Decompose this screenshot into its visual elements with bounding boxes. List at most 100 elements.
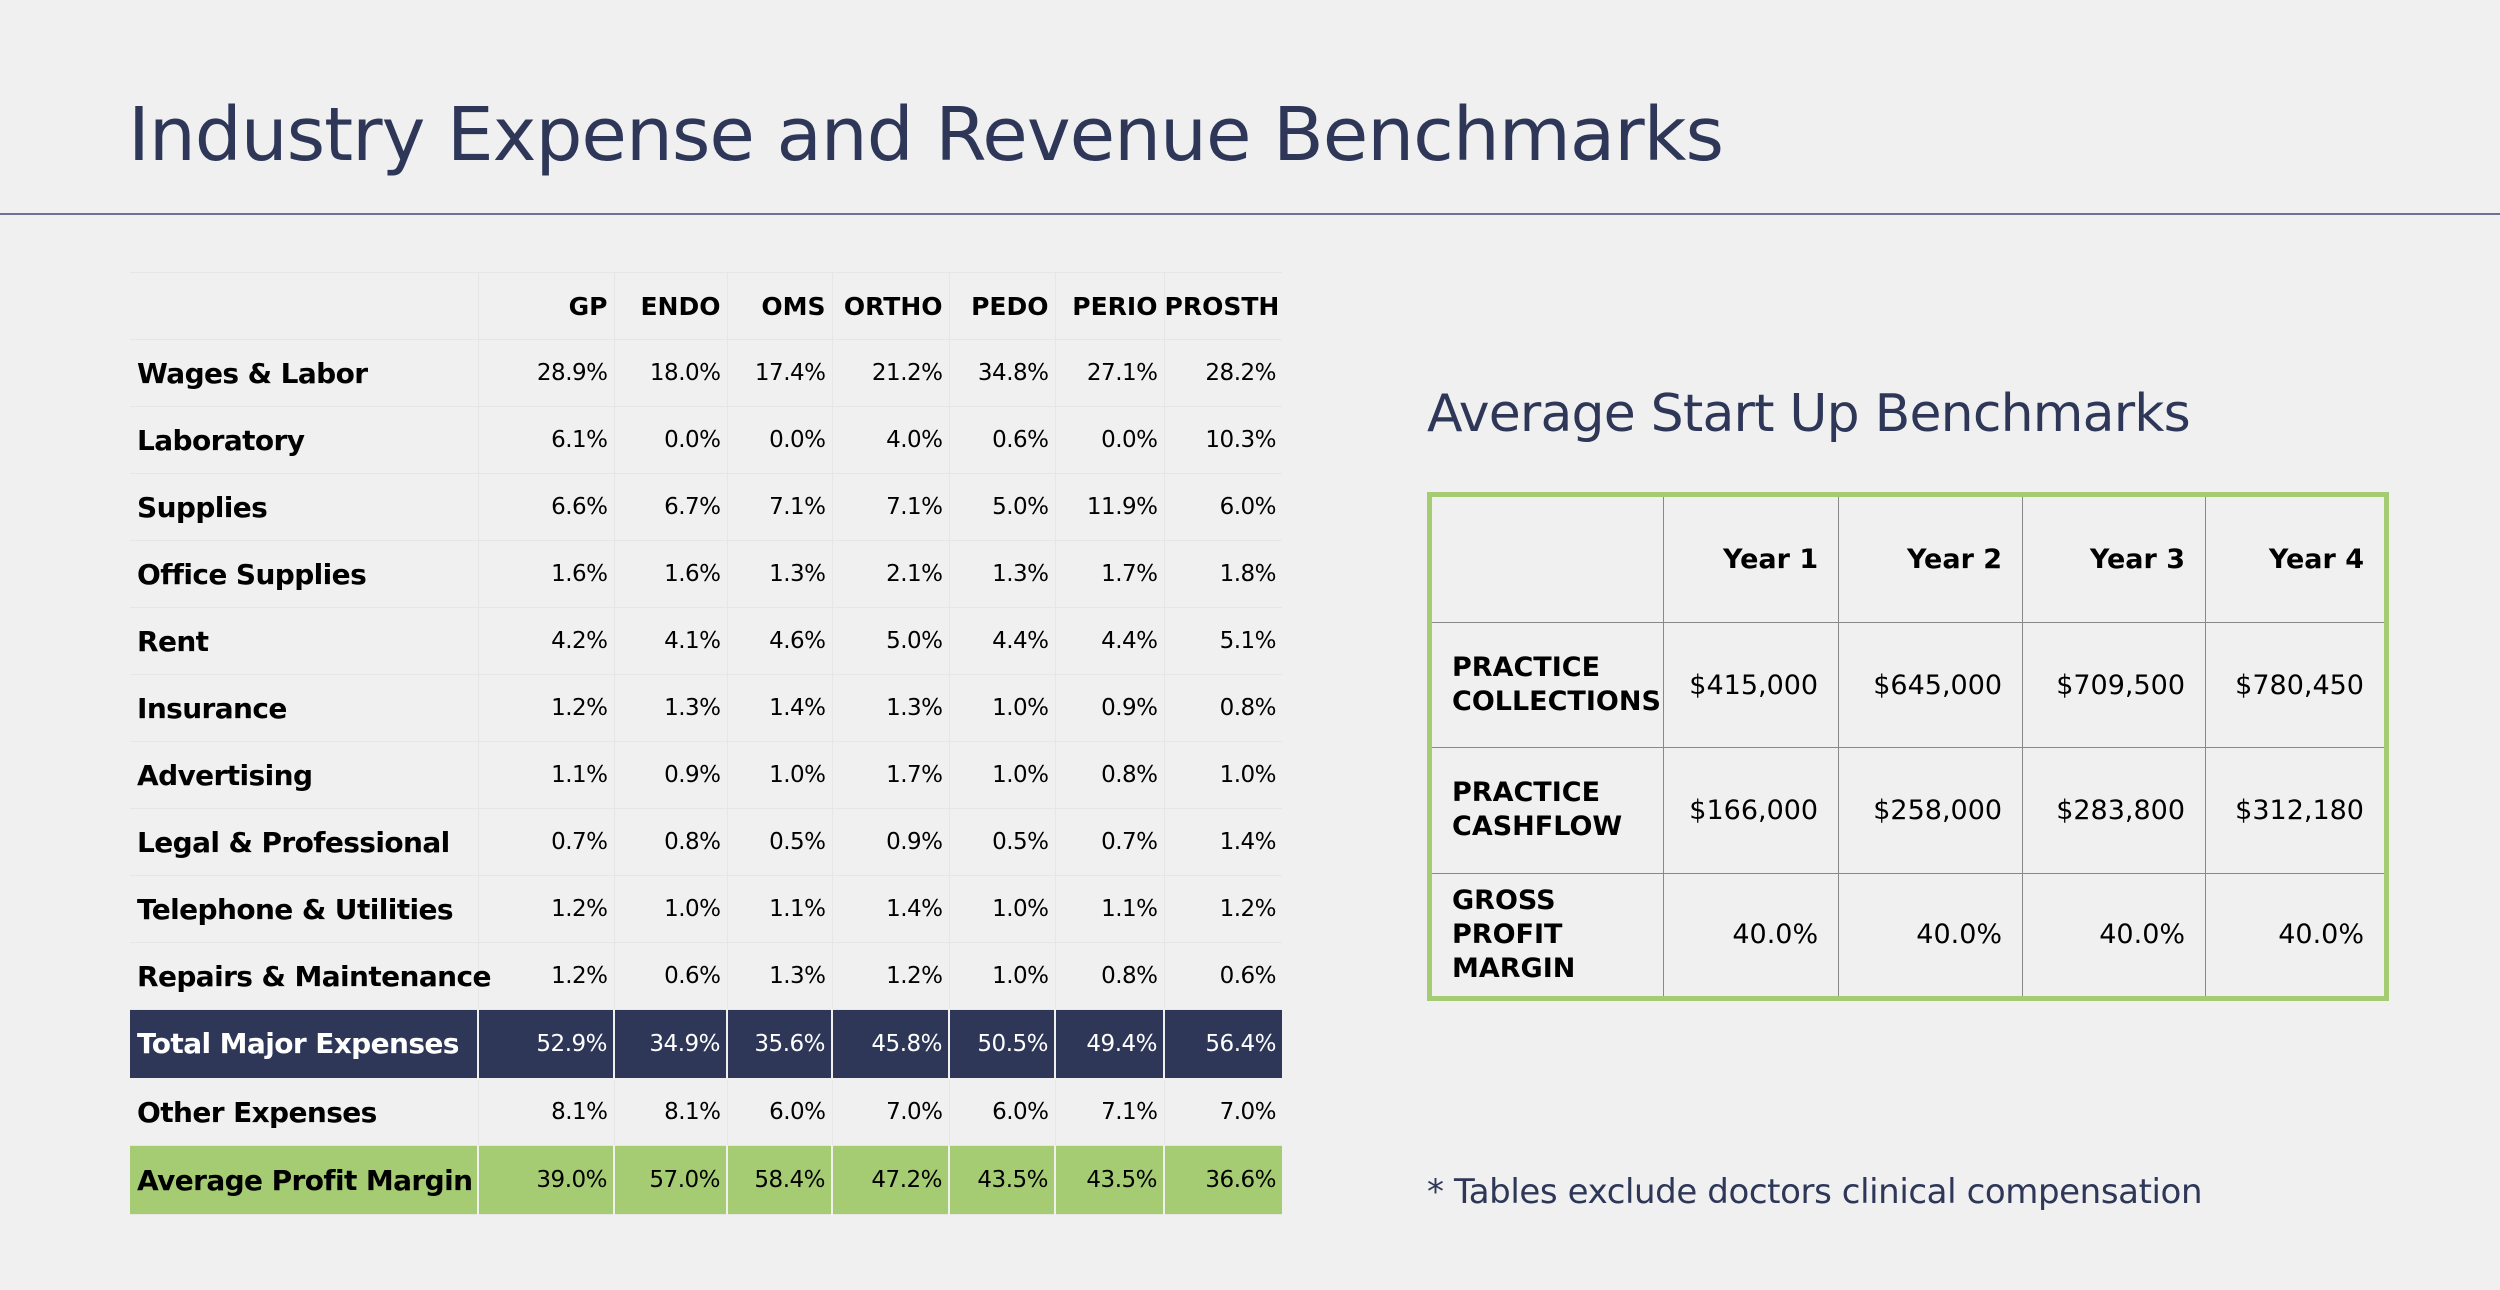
row-label: Rent <box>130 607 479 675</box>
table-cell: 43.5% <box>949 1145 1056 1215</box>
table-cell: 6.1% <box>478 406 615 474</box>
table-cell: 0.6% <box>1164 942 1282 1010</box>
row-label: Wages & Labor <box>130 339 479 407</box>
startup-benchmark-table: Year 1 Year 2 Year 3 Year 4 PRACTICE COLL… <box>1427 492 2389 1001</box>
year-header: Year 2 <box>1838 494 2024 623</box>
table-cell: 0.7% <box>1055 808 1165 876</box>
table-header-row: GP ENDO OMS ORTHO PEDO PERIO PROSTH <box>130 272 1282 340</box>
table-cell: 49.4% <box>1055 1009 1165 1080</box>
table-cell: 40.0% <box>2205 872 2387 1000</box>
table-cell: 10.3% <box>1164 406 1282 474</box>
table-cell: 4.0% <box>832 406 950 474</box>
expense-row: Legal & Professional 0.7% 0.8% 0.5% 0.9% 0.5%… <box>130 808 1282 876</box>
row-label: GROSS PROFIT MARGIN <box>1428 872 1665 1000</box>
footnote: * Tables exclude doctors clinical compen… <box>1427 1172 2203 1212</box>
table-cell: 1.3% <box>727 942 833 1010</box>
row-label-line: COLLECTIONS <box>1452 686 1661 718</box>
table-cell: 1.1% <box>478 741 615 809</box>
table-cell: 7.0% <box>832 1078 950 1146</box>
expense-row: Laboratory 6.1% 0.0% 0.0% 4.0% 0.6% 0.0% 10.3% <box>130 406 1282 474</box>
table-cell: 1.7% <box>1055 540 1165 608</box>
startup-benchmarks-title: Average Start Up Benchmarks <box>1427 384 2191 444</box>
table-cell: 1.6% <box>614 540 728 608</box>
year-header: Year 4 <box>2205 494 2387 623</box>
table-cell: 4.4% <box>1055 607 1165 675</box>
other-expenses-row: Other Expenses 8.1% 8.1% 6.0% 7.0% 6.0% … <box>130 1078 1282 1146</box>
header-corner <box>1428 494 1665 623</box>
table-cell: $312,180 <box>2205 747 2387 874</box>
table-cell: 1.0% <box>1164 741 1282 809</box>
table-cell: 1.6% <box>478 540 615 608</box>
column-header: OMS <box>727 272 833 340</box>
table-cell: 39.0% <box>478 1145 615 1215</box>
table-cell: 40.0% <box>1663 872 1840 1000</box>
table-cell: 1.0% <box>949 875 1056 943</box>
column-header: GP <box>478 272 615 340</box>
table-cell: 6.7% <box>614 473 728 541</box>
expense-row: Office Supplies 1.6% 1.6% 1.3% 2.1% 1.3% 1.7% 1… <box>130 540 1282 608</box>
table-cell: 17.4% <box>727 339 833 407</box>
table-cell: 1.8% <box>1164 540 1282 608</box>
expense-row: Insurance 1.2% 1.3% 1.4% 1.3% 1.0% 0.9% 0.8% <box>130 674 1282 742</box>
table-cell: 4.1% <box>614 607 728 675</box>
table-cell: 47.2% <box>832 1145 950 1215</box>
row-label-line: GROSS PROFIT <box>1452 884 1563 950</box>
table-cell: 40.0% <box>1838 872 2024 1000</box>
table-cell: 58.4% <box>727 1145 833 1215</box>
table-cell: 1.2% <box>478 942 615 1010</box>
column-header: ORTHO <box>832 272 950 340</box>
column-header: PEDO <box>949 272 1056 340</box>
row-label-line: MARGIN <box>1452 952 1576 984</box>
table-cell: 57.0% <box>614 1145 728 1215</box>
table-cell: 1.2% <box>478 674 615 742</box>
table-cell: 36.6% <box>1164 1145 1282 1215</box>
row-label: Office Supplies <box>130 540 479 608</box>
table-cell: 35.6% <box>727 1009 833 1080</box>
table-cell: 0.9% <box>614 741 728 809</box>
practice-cashflow-row: PRACTICE CASHFLOW $166,000 $258,000 $283,… <box>1428 747 2387 874</box>
average-profit-margin-row: Average Profit Margin 39.0% 57.0% 58.4% … <box>130 1145 1282 1215</box>
table-cell: 34.9% <box>614 1009 728 1080</box>
year-header: Year 3 <box>2022 494 2207 623</box>
row-label: Laboratory <box>130 406 479 474</box>
table-cell: 0.9% <box>1055 674 1165 742</box>
table-cell: 6.6% <box>478 473 615 541</box>
table-cell: 21.2% <box>832 339 950 407</box>
table-cell: 7.1% <box>1055 1078 1165 1146</box>
table-cell: $645,000 <box>1838 621 2024 749</box>
table-cell: 1.3% <box>614 674 728 742</box>
table-cell: 4.6% <box>727 607 833 675</box>
table-cell: 4.4% <box>949 607 1056 675</box>
table-cell: 0.7% <box>478 808 615 876</box>
table-cell: $258,000 <box>1838 747 2024 874</box>
table-cell: 1.0% <box>727 741 833 809</box>
row-label: Average Profit Margin <box>130 1145 479 1215</box>
row-label-line: PRACTICE <box>1452 652 1601 684</box>
table-cell: 52.9% <box>478 1009 615 1080</box>
table-cell: 0.8% <box>1164 674 1282 742</box>
table-cell: 5.1% <box>1164 607 1282 675</box>
table-cell: 1.1% <box>1055 875 1165 943</box>
table-cell: 18.0% <box>614 339 728 407</box>
table-cell: 6.0% <box>1164 473 1282 541</box>
expense-row: Rent 4.2% 4.1% 4.6% 5.0% 4.4% 4.4% 5.1% <box>130 607 1282 675</box>
table-cell: 1.3% <box>949 540 1056 608</box>
year-header: Year 1 <box>1663 494 1840 623</box>
total-major-expenses-row: Total Major Expenses 52.9% 34.9% 35.6% 4… <box>130 1009 1282 1080</box>
table-cell: 1.2% <box>478 875 615 943</box>
table-cell: 50.5% <box>949 1009 1056 1080</box>
table-cell: 5.0% <box>832 607 950 675</box>
table-cell: 6.0% <box>949 1078 1056 1146</box>
expense-row: Repairs & Maintenance 1.2% 0.6% 1.3% 1.2% 1.0… <box>130 942 1282 1010</box>
expense-benchmark-table: GP ENDO OMS ORTHO PEDO PERIO PROSTH Wage… <box>130 272 1282 1215</box>
table-cell: 28.2% <box>1164 339 1282 407</box>
row-label: Repairs & Maintenance <box>130 942 491 1010</box>
table-cell: 0.0% <box>727 406 833 474</box>
table-cell: 1.0% <box>614 875 728 943</box>
table-cell: 11.9% <box>1055 473 1165 541</box>
table-cell: 1.7% <box>832 741 950 809</box>
table-cell: 0.6% <box>614 942 728 1010</box>
table-cell: 0.5% <box>949 808 1056 876</box>
table-cell: 56.4% <box>1164 1009 1282 1080</box>
row-label: Total Major Expenses <box>130 1009 479 1080</box>
